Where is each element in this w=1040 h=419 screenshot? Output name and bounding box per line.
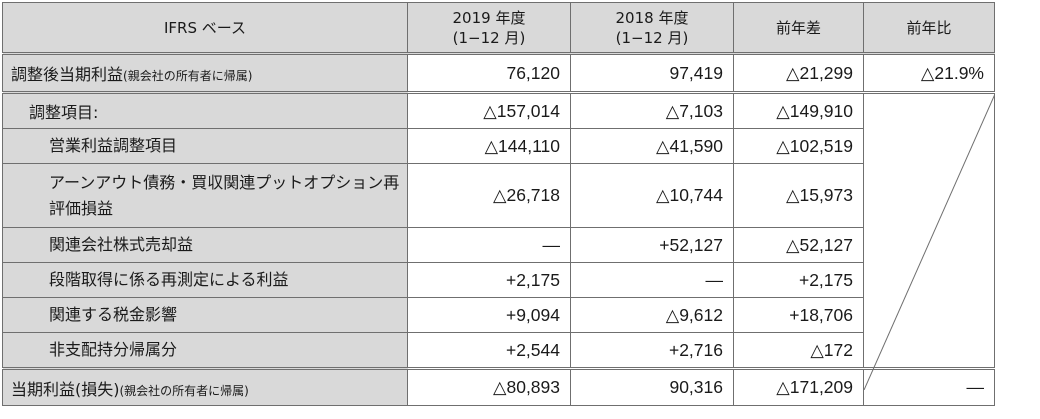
value-diff: △172 xyxy=(733,332,864,369)
value-2019: — xyxy=(407,227,571,263)
attribution-note: (親会社の所有者に帰属) xyxy=(123,69,253,83)
header-2019-period: (1−12 月) xyxy=(452,28,526,47)
value-2018: +52,127 xyxy=(570,227,734,263)
value-2019: +9,094 xyxy=(407,297,571,333)
row-label: 関連会社株式売却益 xyxy=(2,227,408,263)
header-ratio: 前年比 xyxy=(863,2,995,55)
value-2019: 76,120 xyxy=(407,53,571,94)
header-2019: 2019 年度 (1−12 月) xyxy=(407,2,571,55)
value-diff: △21,299 xyxy=(733,53,864,94)
row-label: アーンアウト債務・買収関連プットオプション再評価損益 xyxy=(2,163,408,228)
value-diff: △15,973 xyxy=(733,163,864,228)
row-label: 関連する税金影響 xyxy=(2,297,408,333)
header-2019-year: 2019 年度 xyxy=(452,8,526,27)
net-profit-label: 当期利益(損失) xyxy=(11,379,120,399)
table-row: 調整項目: △157,014 △7,103 △149,910 xyxy=(2,92,995,390)
value-ratio: △21.9% xyxy=(863,53,995,94)
value-diff: △52,127 xyxy=(733,227,864,263)
table-row: 関連する税金影響 +9,094 △9,612 +18,706 xyxy=(2,297,995,333)
value-2018: — xyxy=(570,262,734,298)
value-diff: △149,910 xyxy=(733,92,864,129)
value-2019: △157,014 xyxy=(407,92,571,129)
row-label: 調整後当期利益(親会社の所有者に帰属) xyxy=(2,53,408,94)
table-row: 関連会社株式売却益 — +52,127 △52,127 xyxy=(2,227,995,263)
table-row: 非支配持分帰属分 +2,544 +2,716 △172 xyxy=(2,332,995,369)
row-label: 当期利益(損失)(親会社の所有者に帰属) xyxy=(2,367,408,406)
header-diff: 前年差 xyxy=(733,2,864,55)
value-ratio: — xyxy=(863,367,995,406)
value-2019: △80,893 xyxy=(407,367,571,406)
table-row: アーンアウト債務・買収関連プットオプション再評価損益 △26,718 △10,7… xyxy=(2,163,995,228)
diagonal-line xyxy=(864,94,995,390)
value-diff: +18,706 xyxy=(733,297,864,333)
value-diff: △171,209 xyxy=(733,367,864,406)
table-row: 営業利益調整項目 △144,110 △41,590 △102,519 xyxy=(2,128,995,164)
row-label: 段階取得に係る再測定による利益 xyxy=(2,262,408,298)
value-2018: △41,590 xyxy=(570,128,734,164)
profit-reconciliation-table: IFRS ベース 2019 年度 (1−12 月) 2018 年度 (1−12 … xyxy=(2,2,995,406)
value-2019: +2,544 xyxy=(407,332,571,369)
adjusted-profit-label: 調整後当期利益 xyxy=(11,65,124,84)
value-2018: +2,716 xyxy=(570,332,734,369)
value-2018: 97,419 xyxy=(570,53,734,94)
row-label: 調整項目: xyxy=(2,92,408,129)
value-2018: △9,612 xyxy=(570,297,734,333)
header-row: IFRS ベース 2019 年度 (1−12 月) 2018 年度 (1−12 … xyxy=(2,2,995,55)
value-diff: △102,519 xyxy=(733,128,864,164)
value-diff: +2,175 xyxy=(733,262,864,298)
table-row: 調整後当期利益(親会社の所有者に帰属) 76,120 97,419 △21,29… xyxy=(2,53,995,94)
ratio-not-applicable-cell xyxy=(863,92,995,390)
value-2018: △7,103 xyxy=(570,92,734,129)
value-2019: △144,110 xyxy=(407,128,571,164)
header-2018-period: (1−12 月) xyxy=(615,28,689,47)
row-label: 非支配持分帰属分 xyxy=(2,332,408,369)
value-2019: △26,718 xyxy=(407,163,571,228)
table-row: 当期利益(損失)(親会社の所有者に帰属) △80,893 90,316 △171… xyxy=(2,367,995,406)
value-2018: △10,744 xyxy=(570,163,734,228)
value-2018: 90,316 xyxy=(570,367,734,406)
row-label: 営業利益調整項目 xyxy=(2,128,408,164)
attribution-note: (親会社の所有者に帰属) xyxy=(119,383,249,398)
header-2018: 2018 年度 (1−12 月) xyxy=(570,2,734,55)
header-basis: IFRS ベース xyxy=(2,2,408,55)
header-2018-year: 2018 年度 xyxy=(615,8,689,27)
value-2019: +2,175 xyxy=(407,262,571,298)
table-row: 段階取得に係る再測定による利益 +2,175 — +2,175 xyxy=(2,262,995,298)
